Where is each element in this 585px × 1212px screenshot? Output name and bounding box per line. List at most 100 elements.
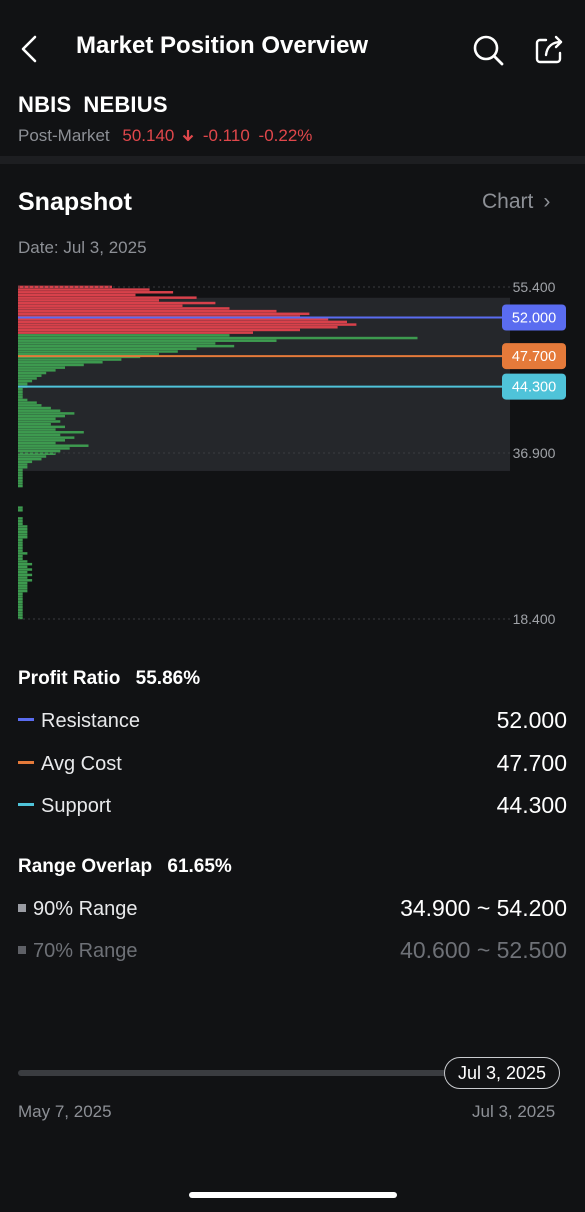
avg-cost-label: Avg Cost [41, 753, 122, 775]
distribution-bar [18, 527, 28, 531]
distribution-bar [18, 476, 23, 480]
distribution-bar [18, 562, 33, 566]
distribution-bar [18, 589, 28, 593]
distribution-bar [18, 296, 197, 299]
distribution-bar [18, 320, 347, 324]
distribution-bar [18, 326, 338, 329]
distribution-bar [18, 377, 37, 380]
distribution-bar [18, 608, 23, 612]
distribution-bar [18, 366, 65, 369]
back-button[interactable] [16, 32, 46, 66]
distribution-bar [18, 390, 23, 394]
distribution-bar [18, 401, 37, 404]
chart-link-label: Chart [482, 190, 534, 213]
distribution-bar [18, 468, 23, 472]
distribution-bar [18, 433, 61, 437]
distribution-bar [18, 371, 47, 375]
search-button[interactable] [470, 32, 506, 68]
distribution-bar [18, 398, 28, 402]
share-button[interactable] [532, 32, 568, 68]
avg-cost-value: 47.700 [496, 750, 567, 776]
distribution-bar [18, 331, 253, 334]
range-90-label: 90% Range [33, 898, 138, 920]
distribution-bar [18, 363, 84, 367]
y-tick-label: 55.400 [513, 279, 556, 295]
distribution-bar [18, 479, 23, 482]
distribution-bar [18, 404, 42, 407]
date-slider-handle[interactable]: Jul 3, 2025 [444, 1057, 561, 1089]
range-overlap-value: 61.65% [167, 856, 232, 877]
stock-name: NEBIUS [83, 92, 168, 117]
distribution-bar [18, 597, 23, 601]
distribution-bar [18, 414, 65, 418]
snapshot-title: Snapshot [18, 188, 132, 216]
distribution-bar [18, 554, 23, 558]
distribution-bar [18, 509, 23, 512]
resistance-value: 52.000 [496, 707, 567, 733]
distribution-bar [18, 431, 84, 434]
range-70-value: 40.600 ~ 52.500 [400, 937, 567, 963]
stock-ticker: NBIS NEBIUS [18, 92, 180, 118]
date-slider-track[interactable] [18, 1070, 488, 1076]
distribution-bar [18, 369, 56, 372]
post-market-price: 50.140 [122, 126, 175, 145]
distribution-bar [18, 605, 23, 609]
distribution-bar [18, 474, 23, 477]
distribution-bar [18, 328, 300, 332]
distribution-bar [18, 293, 136, 297]
distribution-bar [18, 541, 23, 544]
distribution-bar [18, 595, 23, 598]
distribution-bar [18, 422, 51, 426]
y-tick-label: 36.900 [513, 445, 556, 461]
distribution-bar [18, 315, 300, 318]
distribution-bar [18, 441, 56, 445]
distribution-bar [18, 436, 75, 439]
price-marker-label: 52.000 [512, 311, 556, 327]
profit-ratio-value: 55.86% [135, 668, 201, 689]
distribution-bar [18, 484, 23, 488]
support-legend-icon [18, 803, 34, 807]
share-icon [535, 35, 563, 64]
page-title: Market Position Overview [76, 32, 369, 59]
distribution-bar [18, 344, 235, 348]
range-90-value: 34.900 ~ 54.200 [400, 895, 567, 921]
distribution-bar [18, 439, 65, 442]
distribution-bar [18, 291, 174, 294]
distribution-bar [18, 546, 23, 550]
range-70-legend-icon [18, 945, 26, 954]
chart-link[interactable]: Chart › [482, 190, 550, 214]
post-market-row: Post-Market 50.140 -0.110 -0.22% [18, 126, 312, 146]
distribution-bar [18, 611, 23, 614]
support-label: Support [41, 795, 112, 817]
distribution-bar [18, 616, 23, 620]
distribution-bar [18, 347, 197, 351]
distribution-bar [18, 342, 216, 345]
distribution-bar [18, 455, 47, 458]
profit-ratio: Profit Ratio 55.86% [18, 668, 200, 690]
distribution-bar [18, 323, 357, 326]
distribution-bar [18, 387, 23, 391]
distribution-bar [18, 334, 230, 337]
distribution-bar [18, 358, 122, 361]
distribution-bar [18, 482, 23, 485]
distribution-bar [18, 576, 28, 579]
distribution-bar [18, 336, 418, 340]
resistance-row: Resistance [18, 710, 140, 733]
distribution-bar [18, 600, 23, 604]
distribution-bar [18, 339, 277, 342]
stock-symbol: NBIS [18, 92, 72, 117]
distribution-bar [18, 406, 51, 410]
change-value: -0.110 [202, 126, 250, 145]
y-tick-label: 18.400 [513, 611, 556, 627]
timeline-start-date: May 7, 2025 [18, 1102, 112, 1121]
distribution-bar [18, 530, 28, 534]
distribution-bar [18, 614, 23, 617]
distribution-bar [18, 425, 65, 429]
distribution-bar [18, 573, 33, 577]
distribution-bar [18, 584, 28, 587]
distribution-bar [18, 560, 28, 563]
distribution-bar [18, 463, 28, 466]
range-70-row: 70% Range [18, 940, 138, 963]
distribution-bar [18, 420, 61, 423]
distribution-bar [18, 447, 70, 450]
